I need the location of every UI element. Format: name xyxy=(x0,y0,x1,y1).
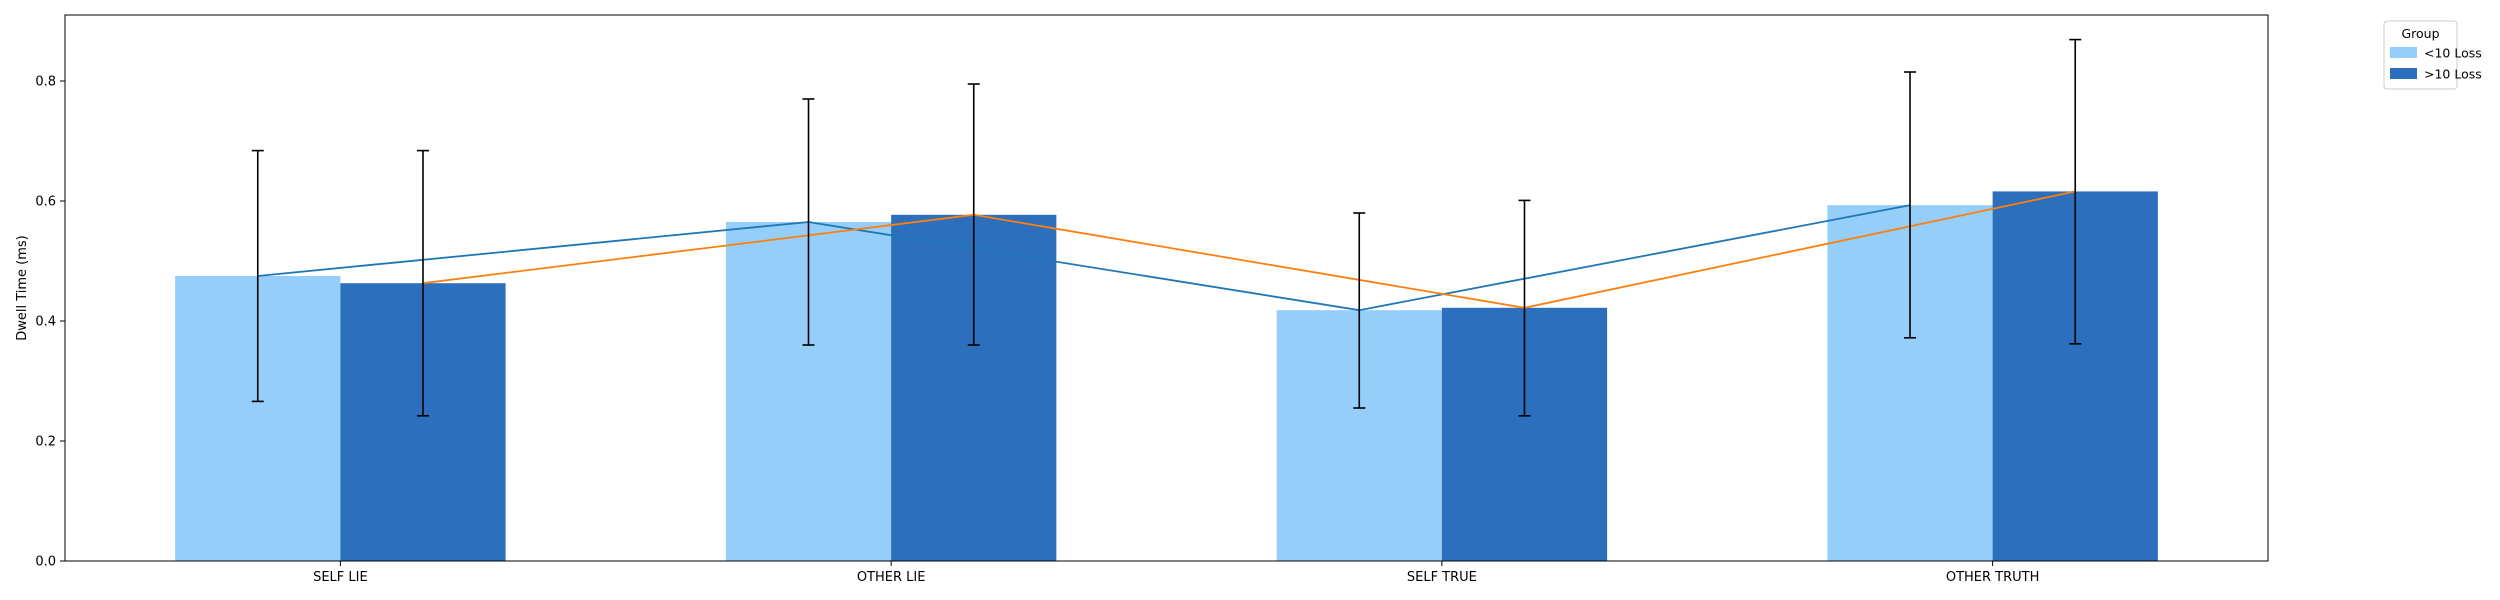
plot-frame xyxy=(64,14,2269,562)
legend-swatch xyxy=(2390,68,2417,79)
y-axis-title: Dwell Time (ms) xyxy=(15,235,30,341)
y-axis: 0.0 0.2 0.4 0.6 0.8 xyxy=(35,75,65,570)
y-tick-label: 0.2 xyxy=(35,435,56,450)
y-tick-label: 0.6 xyxy=(35,195,56,210)
legend-title: Group xyxy=(2401,26,2439,41)
legend-label: >10 Loss xyxy=(2424,67,2482,82)
x-tick-label: SELF TRUE xyxy=(1407,570,1477,585)
series-lines-layer xyxy=(257,190,2076,312)
legend: Group <10 Loss >10 Loss xyxy=(2383,20,2482,90)
y-tick-label: 0.8 xyxy=(35,75,56,90)
series-line xyxy=(422,190,2076,309)
x-tick-label: OTHER TRUTH xyxy=(1946,570,2040,585)
error-bars-layer xyxy=(251,38,2082,417)
x-tick-label: SELF LIE xyxy=(313,570,368,585)
legend-swatch xyxy=(2390,47,2417,58)
y-tick-label: 0.0 xyxy=(35,555,56,570)
x-tick-label: OTHER LIE xyxy=(857,570,926,585)
y-tick-label: 0.4 xyxy=(35,315,56,330)
x-axis: SELF LIE OTHER LIE SELF TRUE OTHER TRUTH xyxy=(313,561,2039,585)
legend-label: <10 Loss xyxy=(2424,46,2482,61)
series-line xyxy=(257,204,1911,312)
